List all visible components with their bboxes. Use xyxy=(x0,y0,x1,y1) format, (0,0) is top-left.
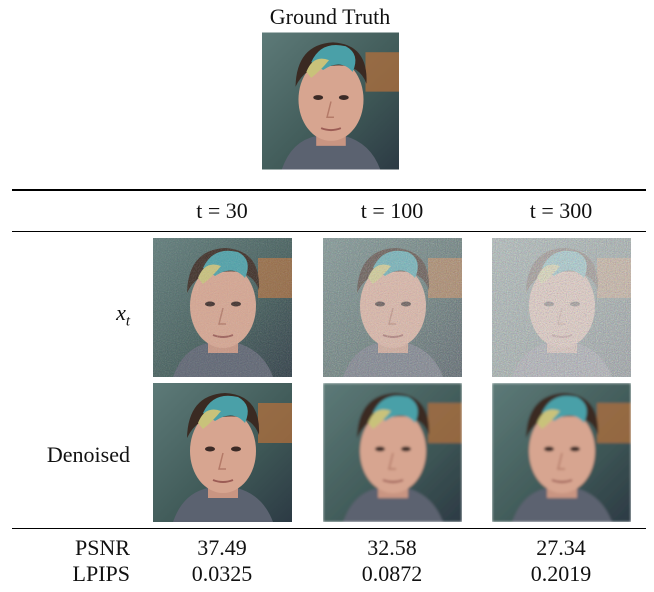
top-rule xyxy=(12,189,646,191)
bottom-rule xyxy=(12,528,646,529)
figure-page: Ground Truth t = 30 t = 100 t = 300 xt D… xyxy=(0,0,654,592)
column-header: t = 100 xyxy=(361,198,424,224)
symbol: x xyxy=(116,300,126,325)
noisy-image xyxy=(492,238,631,377)
column-header: t = 30 xyxy=(196,198,248,224)
metric-value: 37.49 xyxy=(197,535,247,561)
metric-value: 27.34 xyxy=(536,535,586,561)
gt-title: Ground Truth xyxy=(270,4,390,30)
noisy-image xyxy=(153,238,292,377)
subscript: t xyxy=(126,313,130,329)
row-label: Denoised xyxy=(47,442,130,468)
metric-value: 0.0325 xyxy=(192,561,253,587)
noisy-image xyxy=(323,238,462,377)
column-header: t = 300 xyxy=(530,198,593,224)
metric-value: 0.2019 xyxy=(531,561,592,587)
metric-name: PSNR xyxy=(75,535,130,561)
denoised-image xyxy=(492,383,631,522)
denoised-image xyxy=(153,383,292,522)
row-label-xt: xt xyxy=(116,300,130,330)
metric-value: 32.58 xyxy=(367,535,417,561)
mid-rule xyxy=(12,231,646,232)
denoised-image xyxy=(323,383,462,522)
metric-value: 0.0872 xyxy=(362,561,423,587)
metric-name: LPIPS xyxy=(73,561,130,587)
ground-truth-image xyxy=(262,32,399,170)
